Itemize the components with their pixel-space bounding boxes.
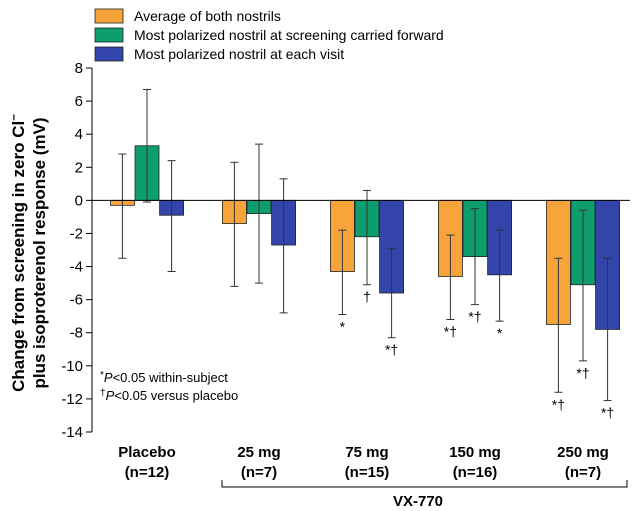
group-bracket <box>221 480 628 488</box>
significance-label: *† <box>552 396 565 412</box>
y-tick-label: -12 <box>61 391 83 408</box>
footnote: †P<0.05 versus placebo <box>100 388 238 403</box>
legend-swatch <box>94 27 124 43</box>
y-tick-label: -6 <box>70 292 83 309</box>
footnote: *P<0.05 within-subject <box>100 370 228 385</box>
category-count-label: (n=12) <box>125 464 170 481</box>
plot-area: * *† *† † *† *† *† * *† <box>110 89 620 421</box>
y-tick-label: -8 <box>70 325 83 342</box>
significance-label: *† <box>444 323 457 339</box>
axes: 8 6 4 2 0 -2 -4 -6 -8 -10 -12 -14 Placebo (n=12) 25 mg… <box>61 60 630 510</box>
significance-label: *† <box>601 405 614 421</box>
significance-label: *† <box>576 365 589 381</box>
category-label: Placebo <box>118 444 176 461</box>
y-axis-label-line1: Change from screening in zero Cl– <box>6 114 28 392</box>
legend-swatch <box>94 46 124 62</box>
y-tick-label: 2 <box>75 159 83 176</box>
category-count-label: (n=16) <box>453 464 498 481</box>
y-tick-label: -10 <box>61 358 83 375</box>
group-label: VX-770 <box>393 493 443 510</box>
significance-label: *† <box>468 309 481 325</box>
legend-label: Most polarized nostril at screening carr… <box>134 27 444 43</box>
legend-label: Most polarized nostril at each visit <box>134 46 344 62</box>
y-tick-label: -2 <box>70 225 83 242</box>
y-tick-label: 0 <box>75 192 83 209</box>
y-tick-label: -14 <box>61 424 83 441</box>
legend-swatch <box>94 8 124 24</box>
legend: Average of both nostrils Most polarized n… <box>94 8 444 62</box>
category-count-label: (n=7) <box>241 464 277 481</box>
significance-label: * <box>340 319 346 335</box>
footnotes: *P<0.05 within-subject †P<0.05 versus pla… <box>100 370 238 403</box>
y-tick-label: 6 <box>75 93 83 110</box>
category-count-label: (n=15) <box>345 464 390 481</box>
category-label: 75 mg <box>345 444 388 461</box>
y-axis-label-line2: plus isoproterenol response (mV) <box>30 117 49 388</box>
y-tick-label: 4 <box>75 126 83 143</box>
y-tick-label: -4 <box>70 259 83 276</box>
significance-label: † <box>363 289 371 305</box>
legend-label: Average of both nostrils <box>134 8 281 24</box>
significance-label: *† <box>385 342 398 358</box>
category-label: 150 mg <box>449 444 501 461</box>
category-label: 25 mg <box>237 444 280 461</box>
category-label: 250 mg <box>557 444 609 461</box>
significance-label: * <box>497 325 503 341</box>
category-count-label: (n=7) <box>565 464 601 481</box>
y-tick-label: 8 <box>75 60 83 77</box>
y-axis-label: Change from screening in zero Cl– plus i… <box>6 114 49 392</box>
